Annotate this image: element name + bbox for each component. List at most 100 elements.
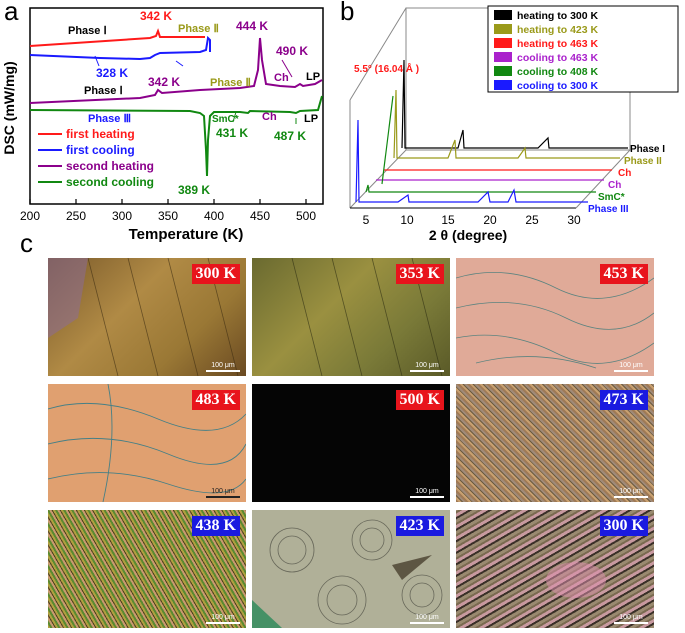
legend-cooling-463: cooling to 463 K	[517, 52, 599, 64]
label-phase-ii-mid: Phase Ⅱ	[210, 77, 251, 89]
xrd-x-axis-label: 2 θ (degree)	[429, 227, 507, 243]
dsc-x-axis-label: Temperature (K)	[129, 226, 244, 243]
temp-badge: 483 K	[191, 390, 240, 410]
micrograph-tile-300k-heat: 300 K 100 μm	[48, 258, 246, 376]
legend-second-cooling: second cooling	[66, 175, 154, 189]
legend-first-cooling: first cooling	[66, 143, 135, 157]
label-phase-ii-top: Phase Ⅱ	[178, 23, 219, 35]
xrd-tick-label: 30	[567, 213, 581, 227]
dsc-tick-label: 500	[296, 209, 316, 223]
dsc-tick-label: 200	[20, 209, 40, 223]
scale-bar: 100 μm	[410, 614, 444, 624]
micrograph-tile-353k: 353 K 100 μm	[252, 258, 450, 376]
xrd-legend-box	[487, 5, 679, 93]
label-431k: 431 K	[216, 126, 248, 140]
xrd-traces	[355, 59, 628, 203]
temp-badge: 438 K	[191, 516, 240, 536]
curve-first-heating	[29, 28, 205, 47]
scale-bar: 100 μm	[410, 488, 444, 498]
temp-badge: 473 K	[599, 390, 648, 410]
xrd-tick-label: 10	[400, 213, 414, 227]
xrd-x-tick-labels: 5 10 15 20 25 30	[363, 213, 581, 227]
dsc-x-tick-labels: 200 250 300 350 400 450 500	[20, 209, 316, 223]
curve-second-cooling	[29, 95, 323, 177]
label-444k: 444 K	[236, 19, 268, 33]
panel-b-xrd-chart: b 5.5° (16.04 Å ) 5 10 15 20 25	[338, 0, 685, 245]
panel-a-dsc-chart: a 200 250 300 350 400 450 500 Temperatur…	[0, 0, 335, 245]
phase-label-i: Phase I	[630, 144, 665, 155]
phase-label-iii: Phase III	[588, 204, 629, 215]
scale-bar: 100 μm	[206, 362, 240, 372]
label-lp-top: LP	[306, 71, 320, 83]
micrograph-grid: 300 K 100 μm 353 K 100 μm 453 K 100 μm 4…	[48, 258, 678, 630]
legend-cooling-300: cooling to 300 K	[517, 80, 599, 92]
xrd-tick-label: 15	[441, 213, 455, 227]
scale-bar: 100 μm	[206, 614, 240, 624]
phase-label-ch-cool: Ch	[608, 180, 621, 191]
dsc-arrows	[94, 55, 297, 124]
micrograph-tile-300k-cool: 300 K 100 μm	[456, 510, 654, 628]
scale-bar: 100 μm	[614, 488, 648, 498]
peak-pointer-line	[381, 95, 394, 185]
label-342k-top: 342 K	[140, 9, 172, 23]
scale-bar: 100 μm	[614, 614, 648, 624]
phase-label-ch-heat: Ch	[618, 168, 631, 179]
scale-bar: 100 μm	[206, 488, 240, 498]
dsc-plot-frame	[29, 7, 324, 205]
curve-second-heating	[29, 37, 323, 104]
dsc-tick-label: 350	[158, 209, 178, 223]
temp-badge: 300 K	[599, 516, 648, 536]
panel-letter-c: c	[20, 228, 33, 258]
dsc-tick-label: 300	[112, 209, 132, 223]
scale-bar: 100 μm	[614, 362, 648, 372]
legend-heating-423: heating to 423 K	[517, 24, 599, 36]
xrd-phase-labels: Phase I Phase II Ch Ch SmC* Phase III	[588, 144, 665, 215]
temp-badge: 423 K	[395, 516, 444, 536]
label-lp-mid: LP	[304, 113, 318, 125]
dsc-tick-label: 450	[250, 209, 270, 223]
phase-label-ii: Phase II	[624, 156, 662, 167]
xrd-tick-label: 5	[363, 213, 370, 227]
legend-cooling-408: cooling to 408 K	[517, 66, 599, 78]
xrd-legend: heating to 300 K heating to 423 K heatin…	[494, 10, 599, 92]
legend-first-heating: first heating	[66, 127, 135, 141]
micrograph-tile-473k: 473 K 100 μm	[456, 384, 654, 502]
phase-label-smc: SmC*	[598, 192, 625, 203]
label-490k: 490 K	[276, 44, 308, 58]
temp-badge: 500 K	[395, 390, 444, 410]
xrd-tick-label: 25	[525, 213, 539, 227]
label-ch-mid: Ch	[262, 111, 277, 123]
curve-first-cooling	[29, 35, 211, 61]
micrograph-tile-438k: 438 K 100 μm	[48, 510, 246, 628]
label-328k: 328 K	[96, 66, 128, 80]
peak-note: 5.5° (16.04 Å )	[354, 62, 419, 75]
label-389k: 389 K	[178, 183, 210, 197]
dsc-tick-label: 400	[204, 209, 224, 223]
scale-bar: 100 μm	[410, 362, 444, 372]
dsc-tick-label: 250	[66, 209, 86, 223]
panel-letter-a: a	[4, 0, 19, 26]
dsc-plot-svg: 200 250 300 350 400 450 500 Temperature …	[1, 7, 324, 243]
label-ch-top: Ch	[274, 72, 289, 84]
dsc-x-ticks	[29, 199, 307, 204]
xrd-tick-label: 20	[483, 213, 497, 227]
xrd-plot-svg: 5.5° (16.04 Å ) 5 10 15 20 25 30 2 θ (de…	[349, 5, 679, 243]
label-phase-i-mid: Phase Ⅰ	[84, 85, 123, 97]
micrograph-tile-500k: 500 K 100 μm	[252, 384, 450, 502]
micrograph-tile-453k: 453 K 100 μm	[456, 258, 654, 376]
temp-badge: 353 K	[395, 264, 444, 284]
dsc-annotations: Phase Ⅰ 342 K Phase Ⅱ 328 K 444 K 490 K …	[68, 9, 320, 197]
temp-badge: 453 K	[599, 264, 648, 284]
micrograph-tile-423k: 423 K 100 μm	[252, 510, 450, 628]
legend-heating-463: heating to 463 K	[517, 38, 599, 50]
legend-second-heating: second heating	[66, 159, 154, 173]
label-smc: SmC*	[212, 114, 239, 125]
label-342k-mid: 342 K	[148, 75, 180, 89]
label-phase-i-top: Phase Ⅰ	[68, 25, 107, 37]
dsc-y-axis-label: DSC (mW/mg)	[1, 61, 17, 154]
temp-badge: 300 K	[191, 264, 240, 284]
micrograph-tile-483k: 483 K 100 μm	[48, 384, 246, 502]
label-phase-iii: Phase Ⅲ	[88, 113, 131, 125]
label-487k: 487 K	[274, 129, 306, 143]
dsc-legend: first heating first cooling second heati…	[38, 127, 154, 189]
